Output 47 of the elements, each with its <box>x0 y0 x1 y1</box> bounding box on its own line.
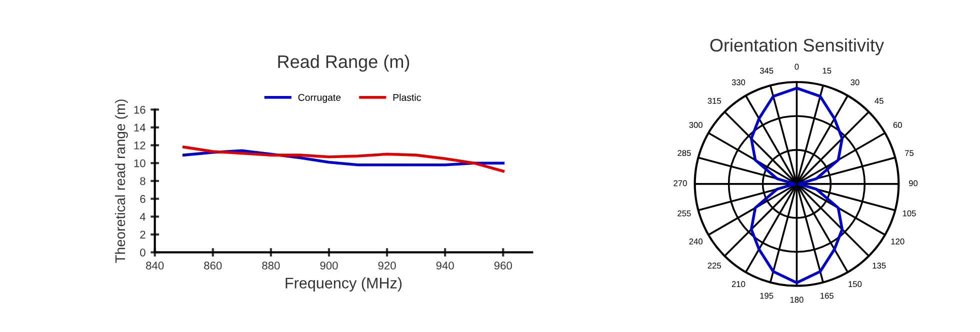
y-tick-label: 2 <box>140 230 146 238</box>
spoke-label: 120 <box>891 238 904 244</box>
line-series <box>182 146 505 173</box>
spoke-label: 45 <box>874 98 884 104</box>
spoke-label: 30 <box>850 79 860 86</box>
legend-label: Plastic <box>393 94 421 101</box>
spoke-label: 150 <box>848 281 862 288</box>
y-tick-label: 6 <box>140 195 146 203</box>
spoke-label: 75 <box>905 150 914 156</box>
spoke-label: 300 <box>689 122 702 128</box>
spoke-label: 210 <box>732 281 746 288</box>
spoke-label: 195 <box>760 292 774 299</box>
x-tick-label: 900 <box>320 262 338 270</box>
spoke-label: 165 <box>820 292 834 299</box>
spoke-label: 105 <box>902 210 916 216</box>
spoke-label: 285 <box>678 150 691 156</box>
x-tick-label: 880 <box>262 262 280 270</box>
spoke-label: 315 <box>708 98 721 104</box>
spoke-label: 60 <box>893 122 902 128</box>
spoke-label: 255 <box>678 210 691 216</box>
spoke-label: 270 <box>674 180 687 186</box>
y-tick-label: 14 <box>134 124 146 132</box>
y-tick-label: 10 <box>134 159 146 168</box>
spoke-label: 240 <box>689 238 702 244</box>
spoke-label: 15 <box>822 68 832 74</box>
y-tick-label: 4 <box>140 213 146 221</box>
x-axis-title: Frequency (MHz) <box>286 277 402 292</box>
spoke-label: 330 <box>732 79 746 86</box>
spoke-label: 180 <box>790 296 804 303</box>
x-tick-label: 920 <box>378 262 396 270</box>
spoke-label: 0 <box>794 64 799 70</box>
y-axis-title: Theoretical read range (m) <box>114 100 128 263</box>
x-tick-label: 940 <box>436 262 454 270</box>
y-tick-label: 16 <box>134 106 146 114</box>
y-tick-label: 12 <box>134 142 146 150</box>
y-tick-label: 8 <box>140 177 146 186</box>
x-tick-label: 860 <box>204 262 222 270</box>
x-tick-label: 960 <box>494 262 512 270</box>
y-tick-label: 0 <box>140 248 146 256</box>
spoke-label: 90 <box>909 180 918 186</box>
spoke-label: 225 <box>708 262 721 269</box>
chart-title: Orientation Sensitivity <box>710 38 884 56</box>
legend-label: Corrugate <box>298 94 341 103</box>
chart-title: Read Range (m) <box>278 54 410 72</box>
x-tick-label: 840 <box>146 262 164 270</box>
spoke-label: 345 <box>760 68 774 74</box>
spoke-label: 135 <box>872 262 886 269</box>
